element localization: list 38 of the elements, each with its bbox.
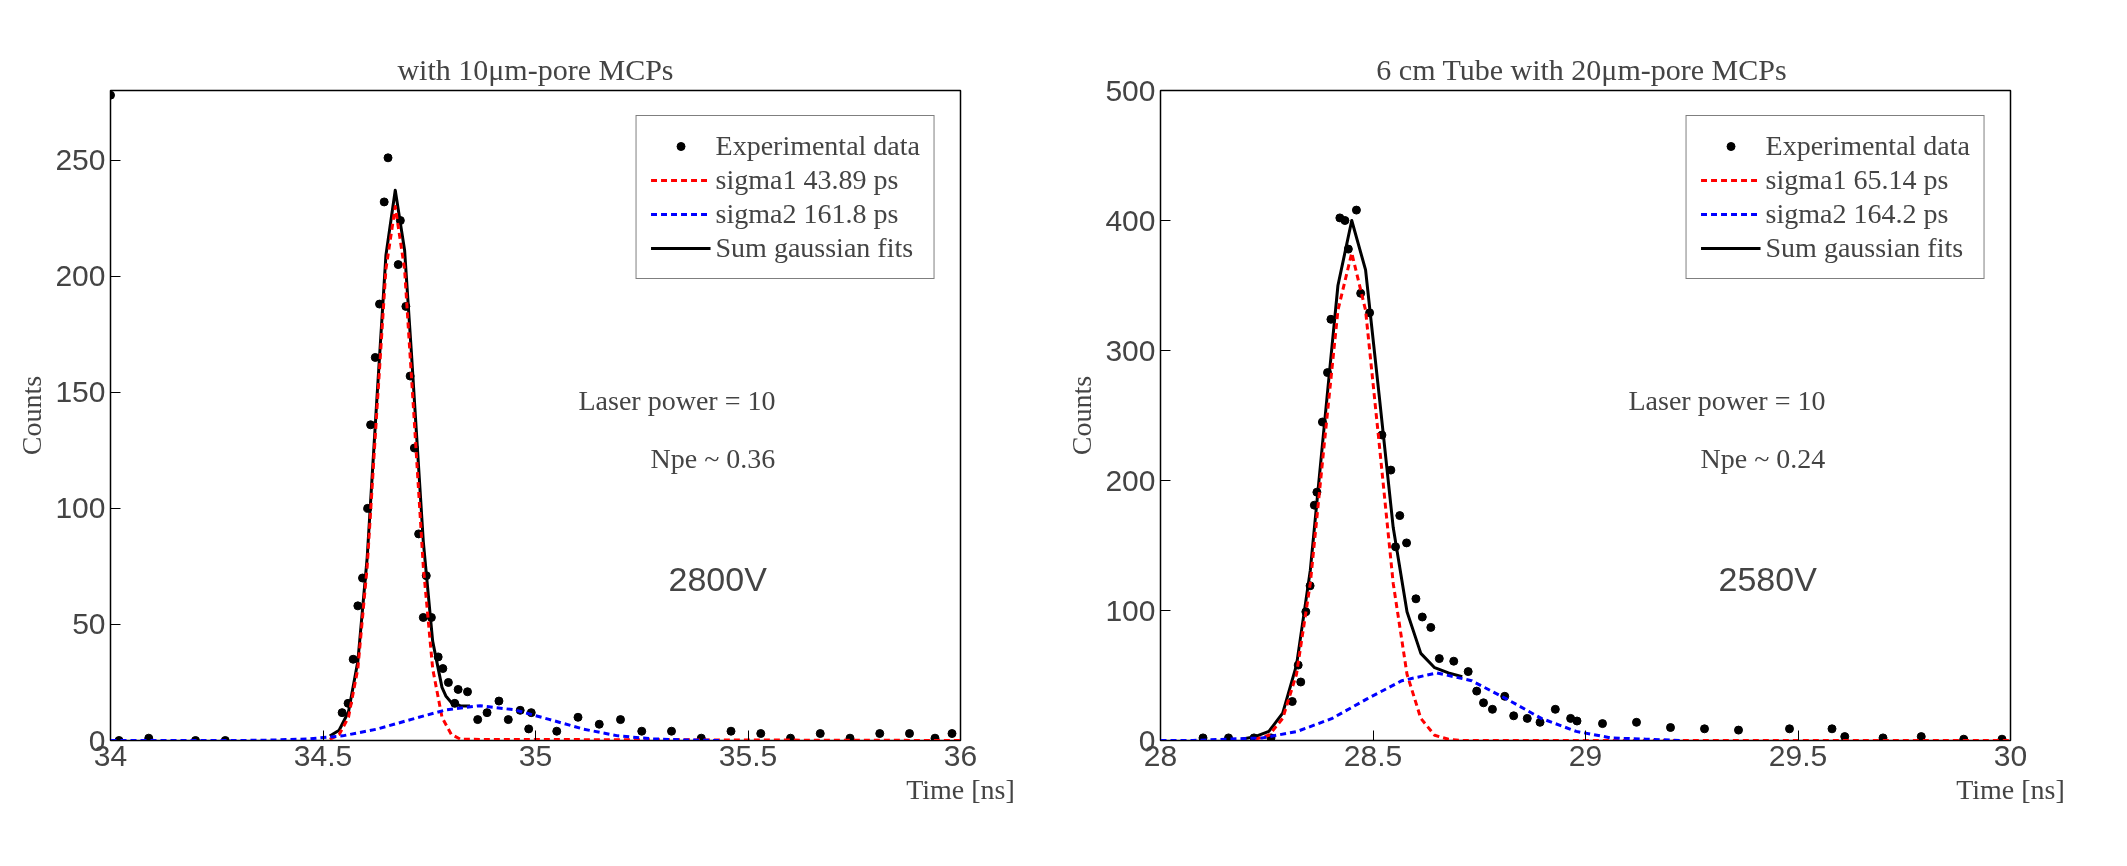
legend-label: Sum gaussian fits bbox=[715, 232, 914, 264]
x-tick-label: 30 bbox=[1993, 738, 2028, 772]
y-tick-label: 150 bbox=[55, 375, 106, 409]
x-tick-label: 36 bbox=[943, 738, 978, 772]
legend-label: Sum gaussian fits bbox=[1765, 232, 1964, 264]
legend-label: sigma1 65.14 ps bbox=[1765, 164, 1949, 196]
legend-label: Experimental data bbox=[1765, 130, 1970, 162]
chart-title: with 10μm-pore MCPs bbox=[397, 52, 674, 86]
legend-label: sigma1 43.89 ps bbox=[715, 164, 899, 196]
y-tick-label: 300 bbox=[1105, 333, 1156, 367]
annotation: 2800V bbox=[668, 559, 768, 598]
y-tick-label: 200 bbox=[1105, 463, 1156, 497]
x-tick-label: 34.5 bbox=[293, 738, 353, 772]
legend-label: sigma2 161.8 ps bbox=[715, 198, 899, 230]
y-tick-label: 500 bbox=[1105, 73, 1156, 107]
x-tick-label: 28.5 bbox=[1343, 738, 1403, 772]
y-axis-title: Counts bbox=[16, 375, 48, 456]
y-tick-label: 250 bbox=[55, 143, 106, 177]
x-axis-title: Time [ns] bbox=[906, 773, 1015, 805]
x-tick-label: 29.5 bbox=[1768, 738, 1828, 772]
annotation: 2580V bbox=[1718, 559, 1818, 598]
annotation: Laser power = 10 bbox=[578, 384, 776, 416]
annotation: Npe ~ 0.36 bbox=[650, 443, 776, 474]
x-tick-label: 29 bbox=[1568, 738, 1603, 772]
y-tick-label: 200 bbox=[55, 259, 106, 293]
annotation: Laser power = 10 bbox=[1628, 384, 1826, 416]
y-tick-label: 400 bbox=[1105, 203, 1156, 237]
legend-label: sigma2 164.2 ps bbox=[1765, 198, 1949, 230]
y-tick-label: 50 bbox=[72, 607, 106, 641]
x-tick-label: 35.5 bbox=[718, 738, 778, 772]
annotation: Npe ~ 0.24 bbox=[1700, 443, 1826, 474]
chart-title: 6 cm Tube with 20μm-pore MCPs bbox=[1376, 52, 1787, 86]
legend-label: Experimental data bbox=[715, 130, 920, 162]
x-tick-label: 35 bbox=[518, 738, 553, 772]
y-tick-label: 100 bbox=[1105, 593, 1156, 627]
y-tick-label: 100 bbox=[55, 491, 106, 525]
x-axis-title: Time [ns] bbox=[1956, 773, 2065, 805]
y-axis-title: Counts bbox=[1066, 375, 1098, 456]
